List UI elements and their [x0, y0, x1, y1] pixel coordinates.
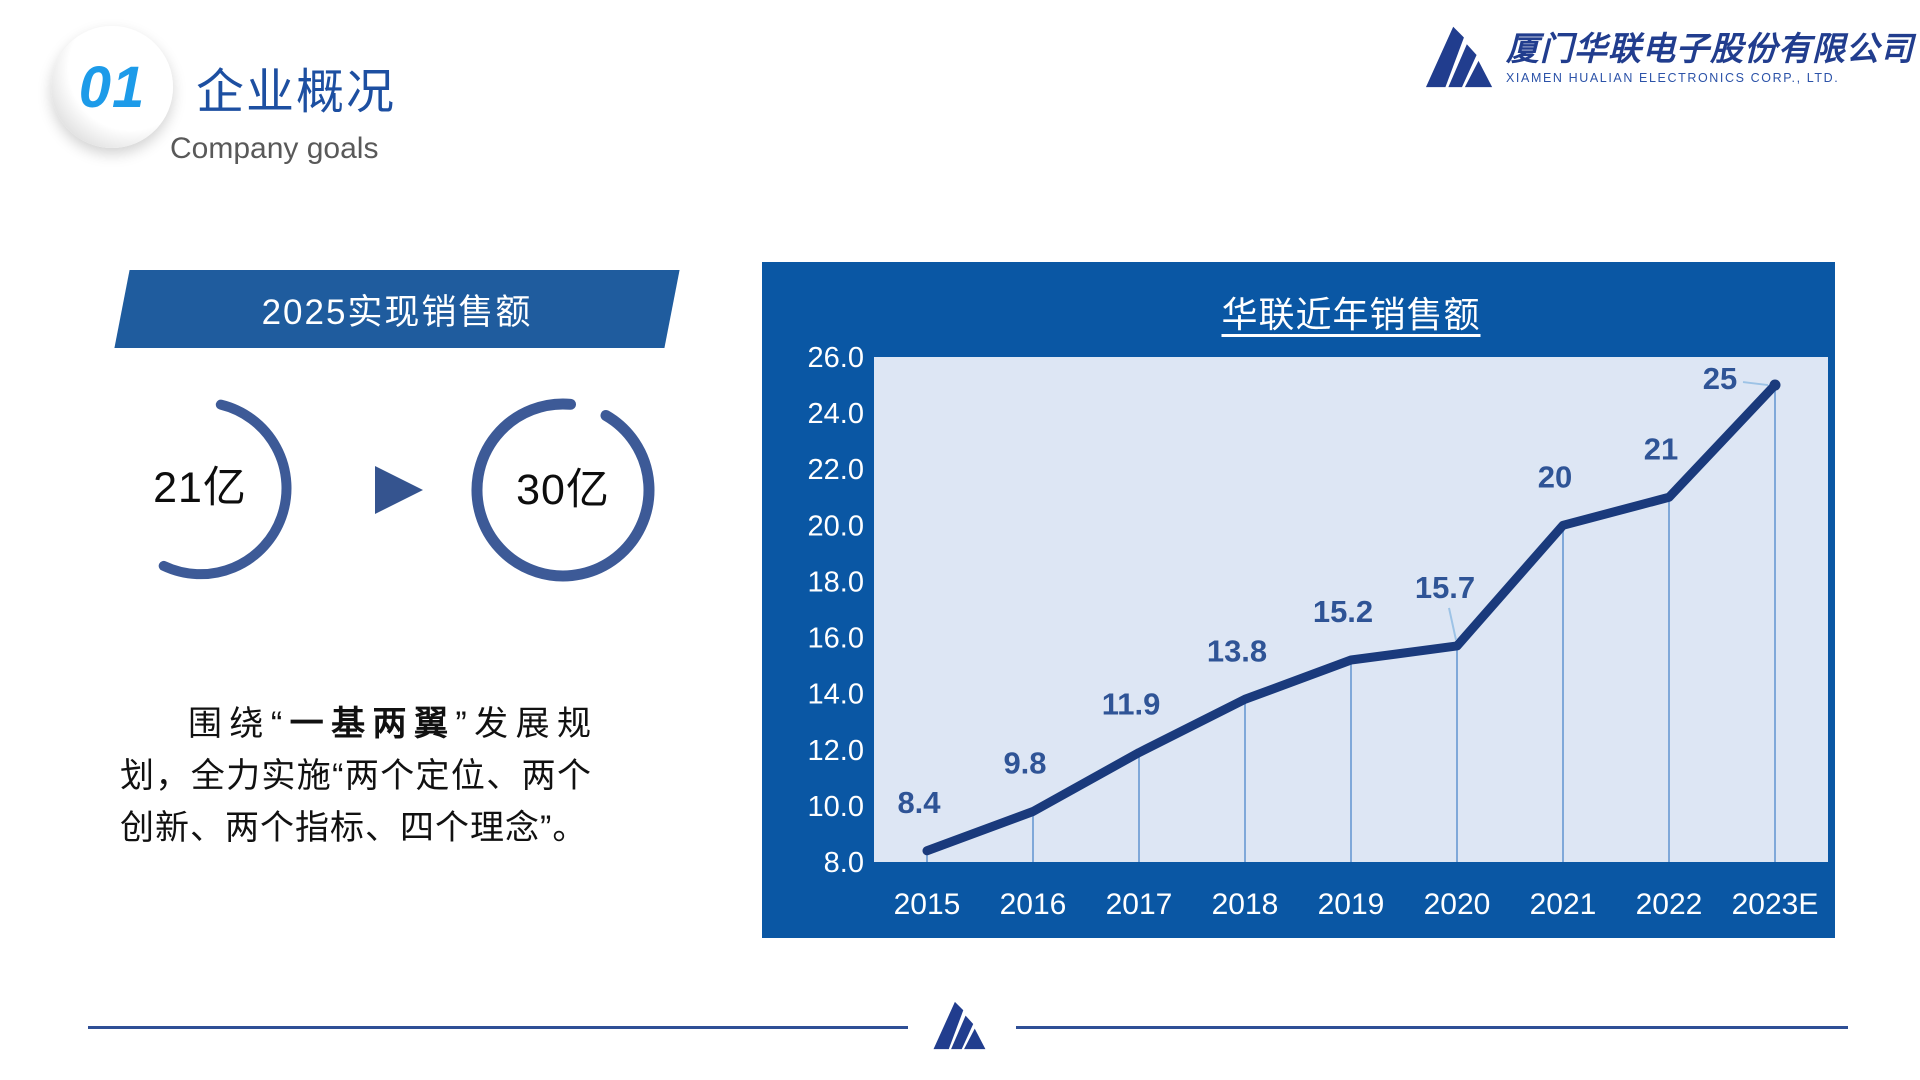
- page-subtitle: Company goals: [170, 132, 379, 165]
- chart-y-tick: 8.0: [824, 847, 864, 879]
- chart-y-tick: 22.0: [808, 454, 864, 486]
- footer-divider-left: [88, 1026, 908, 1029]
- chart-value-label: 9.8: [1003, 746, 1046, 781]
- chart-label-leader: [1742, 381, 1769, 387]
- chart-y-tick: 16.0: [808, 623, 864, 655]
- hualian-logo-icon: [1425, 26, 1493, 88]
- company-logo: 厦门华联电子股份有限公司 XIAMEN HUALIAN ELECTRONICS …: [1424, 22, 1914, 88]
- chart-point-marker: [1769, 379, 1781, 391]
- chart-x-tick: 2020: [1424, 888, 1491, 921]
- company-name-en: XIAMEN HUALIAN ELECTRONICS CORP., LTD.: [1506, 71, 1840, 85]
- goal-paragraph: 围绕“一基两翼”发展规划，全力实施“两个定位、两个创新、两个指标、四个理念”。: [120, 698, 592, 854]
- chart-y-tick: 24.0: [808, 398, 864, 430]
- chart-label-leader: [1448, 607, 1457, 641]
- chart-y-tick: 10.0: [808, 791, 864, 823]
- current-sales-arc: [158, 399, 292, 580]
- target-sales-value: 30亿: [516, 466, 610, 514]
- chart-value-label: 15.2: [1313, 594, 1373, 629]
- chart-y-tick: 14.0: [808, 679, 864, 711]
- footer-divider-right: [1016, 1026, 1848, 1029]
- chart-value-label: 11.9: [1102, 687, 1161, 722]
- goal-circles-graphic: 21亿 30亿: [153, 398, 655, 582]
- paragraph-prefix: 围绕“: [188, 705, 284, 743]
- paragraph-suffix: ”发展规划，全力实施“两个定位、两个创新、两个指标、四个理念”。: [120, 705, 593, 847]
- chart-value-label: 15.7: [1415, 570, 1475, 605]
- chart-x-tick: 2021: [1530, 888, 1597, 921]
- target-sales-arc: [471, 398, 655, 582]
- chart-y-tick: 18.0: [808, 566, 864, 598]
- chart-x-tick: 2019: [1318, 888, 1385, 921]
- goal-banner: 2025实现销售额: [114, 270, 680, 348]
- sales-line-chart: 26.0 24.0 22.0 20.0 18.0 16.0 14.0 12.0 10.0 8.0 2…: [808, 342, 1828, 921]
- sales-chart-panel: 华联近年销售额 26.0 24.0 22.0 20.0 18.0 16.0 14.0 12.0…: [762, 262, 1835, 938]
- chart-x-tick: 2017: [1106, 888, 1173, 921]
- chart-value-label: 13.8: [1207, 633, 1267, 668]
- chart-x-tick: 2022: [1636, 888, 1703, 921]
- chart-y-tick: 12.0: [808, 735, 864, 767]
- company-name-cn: 厦门华联电子股份有限公司: [1506, 32, 1914, 68]
- hualian-logo-icon: [933, 1001, 986, 1050]
- chart-x-tick: 2023E: [1732, 888, 1819, 921]
- goal-banner-label: 2025实现销售额: [261, 292, 533, 332]
- section-number: 01: [78, 54, 146, 120]
- paragraph-bold-term: 一基两翼: [283, 705, 456, 743]
- section-number-badge: 01: [51, 26, 173, 148]
- chart-value-label: 21: [1644, 431, 1678, 466]
- chart-value-label: 25: [1703, 361, 1737, 396]
- chart-x-tick: 2016: [1000, 888, 1067, 921]
- chart-value-label: 20: [1538, 459, 1572, 494]
- chart-x-tick: 2015: [894, 888, 961, 921]
- chart-y-tick: 20.0: [808, 510, 864, 542]
- chart-x-tick: 2018: [1212, 888, 1279, 921]
- chart-y-tick: 26.0: [808, 342, 864, 374]
- page-title: 企业概况: [196, 66, 397, 119]
- chart-title: 华联近年销售额: [1221, 294, 1481, 335]
- chart-value-label: 8.4: [897, 785, 941, 820]
- current-sales-value: 21亿: [153, 464, 247, 512]
- logo-text-block: 厦门华联电子股份有限公司 XIAMEN HUALIAN ELECTRONICS …: [1506, 22, 1914, 85]
- chart-series-line: [922, 380, 1780, 856]
- arrow-right-icon: [375, 466, 423, 514]
